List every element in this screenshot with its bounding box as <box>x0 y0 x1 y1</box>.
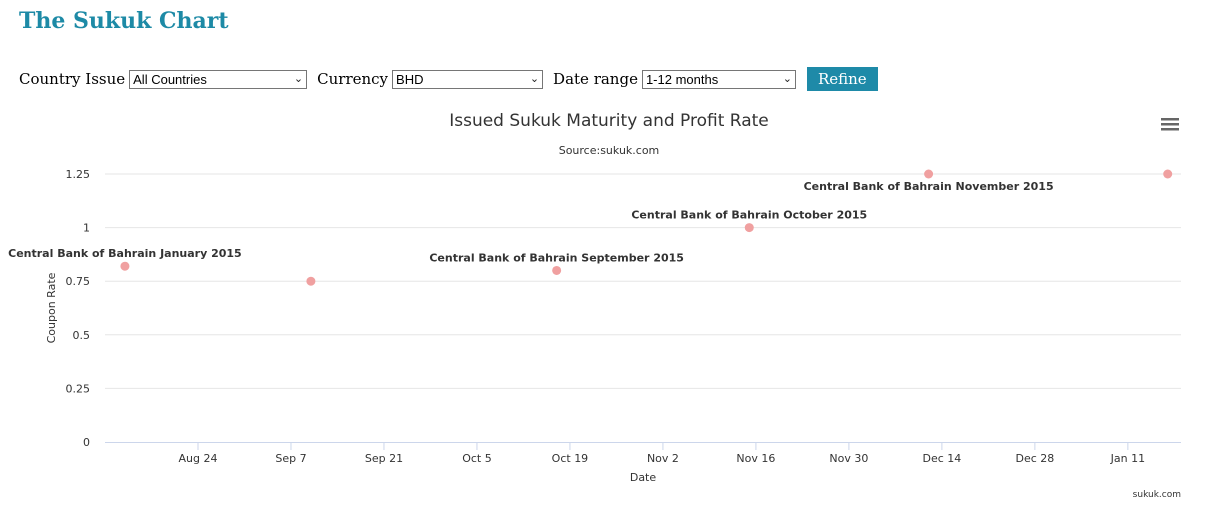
x-tick-label: Nov 2 <box>647 452 679 465</box>
data-label: Central Bank of Bahrain September 2015 <box>429 251 684 264</box>
chart-subtitle: Source:sukuk.com <box>559 144 660 157</box>
chevron-down-icon: ⌄ <box>782 72 792 85</box>
refine-button[interactable]: Refine <box>806 67 878 91</box>
data-label: Central Bank of Bahrain October 2015 <box>631 209 867 222</box>
data-point <box>552 265 562 275</box>
country-issue-select[interactable]: All Countries ⌄ <box>129 69 308 89</box>
data-point <box>924 169 934 179</box>
country-issue-value: All Countries <box>133 71 207 87</box>
date-range-value: 1-12 months <box>645 71 719 87</box>
chart-gridlines <box>105 173 1181 389</box>
y-tick-label: 0.25 <box>66 382 91 395</box>
y-tick-label: 0.75 <box>66 275 91 288</box>
currency-label: Currency <box>317 70 389 88</box>
x-tick-label: Oct 5 <box>462 452 492 465</box>
y-tick-label: 1 <box>83 222 90 235</box>
x-axis: Aug 24 Sep 7 Sep 21 Oct 5 Oct 19 Nov 2 Nov 16 N… <box>105 442 1181 465</box>
y-tick-label: 0 <box>83 436 90 449</box>
x-tick-label: Nov 30 <box>829 452 868 465</box>
data-point <box>120 261 130 271</box>
y-axis: 0 0.25 0.5 0.75 1 1.25 <box>66 168 91 449</box>
x-tick-label: Aug 24 <box>178 452 217 465</box>
page-title: The Sukuk Chart <box>19 8 229 34</box>
chart-title: Issued Sukuk Maturity and Profit Rate <box>449 111 769 131</box>
chevron-down-icon: ⌄ <box>529 72 540 85</box>
country-issue-label: Country Issue <box>19 70 126 88</box>
y-tick-label: 0.5 <box>73 329 91 342</box>
data-point <box>744 223 754 233</box>
data-point <box>306 276 316 286</box>
data-points <box>120 169 1173 286</box>
x-tick-label: Sep 7 <box>275 452 306 465</box>
chart-credit[interactable]: sukuk.com <box>1133 490 1181 500</box>
currency-select[interactable]: BHD ⌄ <box>392 69 544 89</box>
x-axis-title: Date <box>630 471 657 484</box>
x-tick-label: Dec 28 <box>1015 452 1054 465</box>
y-tick-label: 1.25 <box>66 168 91 181</box>
date-range-select[interactable]: 1-12 months ⌄ <box>641 69 796 89</box>
x-tick-label: Dec 14 <box>922 452 961 465</box>
date-range-label: Date range <box>553 70 638 88</box>
data-label: Central Bank of Bahrain January 2015 <box>8 247 242 260</box>
data-labels: Central Bank of Bahrain January 2015 Cent… <box>8 180 1053 264</box>
x-tick-label: Sep 21 <box>365 452 403 465</box>
data-label: Central Bank of Bahrain November 2015 <box>804 180 1054 193</box>
x-tick-label: Nov 16 <box>736 452 775 465</box>
currency-value: BHD <box>396 71 424 87</box>
filter-bar: Country Issue All Countries ⌄ Currency B… <box>19 66 878 92</box>
y-axis-title: Coupon Rate <box>45 272 58 343</box>
x-tick-label: Oct 19 <box>552 452 589 465</box>
data-point <box>1163 169 1173 179</box>
chevron-down-icon: ⌄ <box>293 72 304 85</box>
x-tick-label: Jan 11 <box>1110 452 1145 465</box>
hamburger-menu-icon[interactable] <box>1156 112 1184 136</box>
